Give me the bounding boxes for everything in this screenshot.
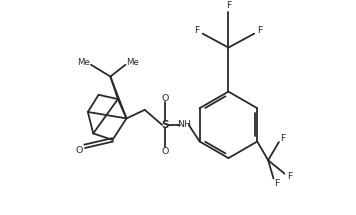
- Text: NH: NH: [177, 120, 192, 129]
- Text: F: F: [281, 134, 286, 143]
- Text: F: F: [257, 26, 263, 35]
- Text: F: F: [226, 1, 231, 10]
- Text: F: F: [194, 26, 200, 35]
- Text: O: O: [161, 94, 169, 103]
- Text: O: O: [161, 147, 169, 156]
- Text: Me: Me: [126, 58, 139, 67]
- Text: Me: Me: [77, 58, 90, 67]
- Text: F: F: [287, 172, 292, 181]
- Text: S: S: [161, 120, 169, 130]
- Text: F: F: [274, 179, 279, 188]
- Text: O: O: [75, 146, 83, 155]
